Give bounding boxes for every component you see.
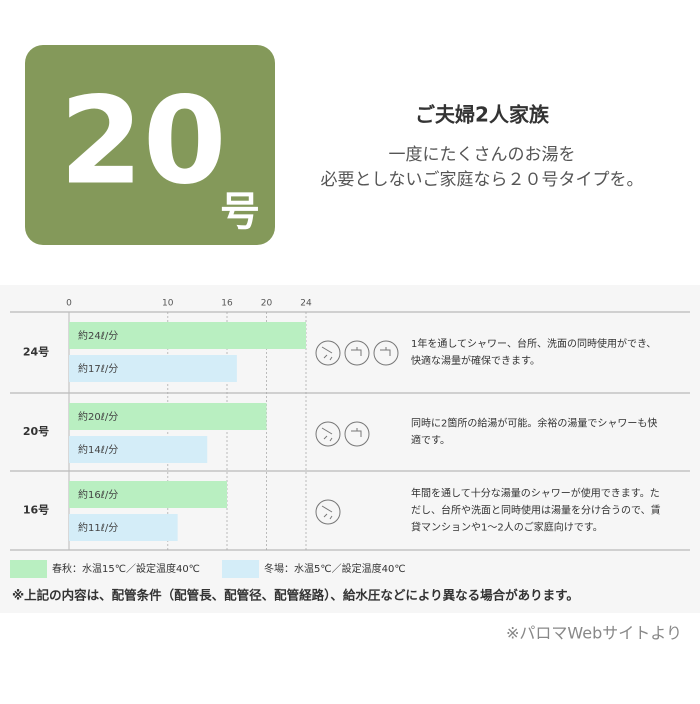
badge-unit: 号 <box>220 189 260 235</box>
bar <box>69 322 306 349</box>
legend-swatch <box>10 560 47 578</box>
description: 適です。 <box>411 434 450 447</box>
row-label: 20号 <box>23 425 49 438</box>
bar <box>69 436 208 463</box>
description: 貸マンションや1～2人のご家庭向けです。 <box>411 521 603 534</box>
badge-number: 20 <box>60 73 227 212</box>
value-label: 約14ℓ/分 <box>78 443 118 456</box>
bar <box>69 481 227 508</box>
value-label: 約17ℓ/分 <box>78 362 118 375</box>
bar <box>69 403 267 430</box>
description: 快適な湯量が確保できます。 <box>411 354 540 367</box>
x-tick-label: 24 <box>300 299 312 309</box>
value-label: 約11ℓ/分 <box>78 521 118 534</box>
legend-label: 冬場：水温5℃／設定温度40℃ <box>264 562 406 575</box>
icons <box>315 340 399 525</box>
row-label: 24号 <box>23 346 49 359</box>
description: 年間を通して十分な湯量のシャワーが使用できます。た <box>411 487 660 500</box>
x-tick-label: 0 <box>66 299 72 309</box>
legend-label: 春秋：水温15℃／設定温度40℃ <box>52 562 200 575</box>
x-tick-label: 10 <box>162 299 174 309</box>
subtitle: 一度にたくさんのお湯を <box>389 145 576 165</box>
description: 1年を通してシャワー、台所、洗面の同時使用ができ、 <box>411 337 656 350</box>
note: ※上記の内容は、配管条件（配管長、配管径、配管経路）、給水圧などにより異なる場合… <box>12 588 579 603</box>
bar <box>69 355 237 382</box>
source: ※パロマWebサイトより <box>506 624 682 643</box>
description: 同時に2箇所の給湯が可能。余裕の湯量でシャワーも快 <box>411 417 657 430</box>
subtitle: 必要としないご家庭なら２０号タイプを。 <box>321 170 644 190</box>
value-label: 約24ℓ/分 <box>78 329 118 342</box>
row-label: 16号 <box>23 504 49 517</box>
legend-swatch <box>222 560 259 578</box>
bar <box>69 514 178 541</box>
title: ご夫婦2人家族 <box>415 103 550 127</box>
description: だし、台所や洗面と同時使用は湯量を分け合うので、賃 <box>411 504 661 517</box>
badge <box>25 45 275 245</box>
value-label: 約20ℓ/分 <box>78 410 118 423</box>
value-label: 約16ℓ/分 <box>78 488 118 501</box>
x-tick-label: 20 <box>261 299 273 309</box>
x-tick-label: 16 <box>221 299 233 309</box>
